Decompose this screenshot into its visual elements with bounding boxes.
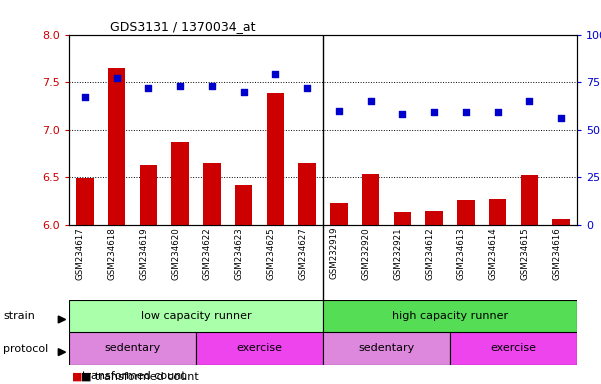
Text: ■ transformed count: ■ transformed count — [81, 371, 199, 381]
Point — [398, 111, 407, 118]
Bar — [235, 185, 252, 225]
Point — [429, 109, 439, 116]
Bar — [69, 332, 196, 365]
Point — [493, 109, 502, 116]
Text: GSM234615: GSM234615 — [520, 227, 529, 280]
Text: GSM234623: GSM234623 — [234, 227, 243, 280]
Point — [334, 108, 344, 114]
Bar — [171, 142, 189, 225]
Bar — [299, 163, 316, 225]
Text: GDS3131 / 1370034_at: GDS3131 / 1370034_at — [110, 20, 255, 33]
Bar — [450, 332, 577, 365]
Point — [144, 85, 153, 91]
Point — [557, 115, 566, 121]
Bar — [203, 163, 221, 225]
Text: GSM234627: GSM234627 — [298, 227, 307, 280]
Text: GSM234612: GSM234612 — [425, 227, 434, 280]
Text: exercise: exercise — [490, 343, 537, 354]
Bar — [457, 200, 475, 225]
Text: GSM234617: GSM234617 — [76, 227, 85, 280]
Bar — [196, 332, 323, 365]
Bar — [552, 219, 570, 225]
Bar — [323, 332, 450, 365]
Text: high capacity runner: high capacity runner — [392, 311, 508, 321]
Bar — [76, 178, 94, 225]
Bar — [394, 212, 411, 225]
Bar — [323, 300, 577, 332]
Text: GSM234618: GSM234618 — [108, 227, 117, 280]
Text: GSM234616: GSM234616 — [552, 227, 561, 280]
Text: sedentary: sedentary — [358, 343, 415, 354]
Text: GSM234619: GSM234619 — [139, 227, 148, 280]
Text: GSM234620: GSM234620 — [171, 227, 180, 280]
Bar — [69, 300, 323, 332]
Point — [239, 89, 248, 95]
Text: GSM232920: GSM232920 — [362, 227, 371, 280]
Text: strain: strain — [3, 311, 35, 321]
Text: low capacity runner: low capacity runner — [141, 311, 251, 321]
Point — [80, 94, 90, 100]
Point — [366, 98, 376, 104]
Text: GSM234625: GSM234625 — [266, 227, 275, 280]
Point — [270, 71, 280, 78]
Bar — [140, 165, 157, 225]
Point — [112, 75, 121, 81]
Point — [525, 98, 534, 104]
Bar — [520, 175, 538, 225]
Point — [175, 83, 185, 89]
Text: GSM234614: GSM234614 — [489, 227, 498, 280]
Point — [207, 83, 217, 89]
Bar — [267, 93, 284, 225]
Bar — [362, 174, 379, 225]
Text: protocol: protocol — [3, 344, 48, 354]
Text: exercise: exercise — [237, 343, 282, 354]
Bar — [489, 199, 506, 225]
Bar — [108, 68, 126, 225]
Text: GSM234622: GSM234622 — [203, 227, 212, 280]
Text: ■: ■ — [72, 371, 82, 381]
Point — [302, 85, 312, 91]
Text: transformed count: transformed count — [82, 371, 186, 381]
Text: GSM232921: GSM232921 — [394, 227, 403, 280]
Bar — [330, 203, 347, 225]
Text: sedentary: sedentary — [105, 343, 160, 354]
Text: GSM234613: GSM234613 — [457, 227, 466, 280]
Text: GSM232919: GSM232919 — [330, 227, 339, 280]
Point — [461, 109, 471, 116]
Bar — [426, 211, 443, 225]
